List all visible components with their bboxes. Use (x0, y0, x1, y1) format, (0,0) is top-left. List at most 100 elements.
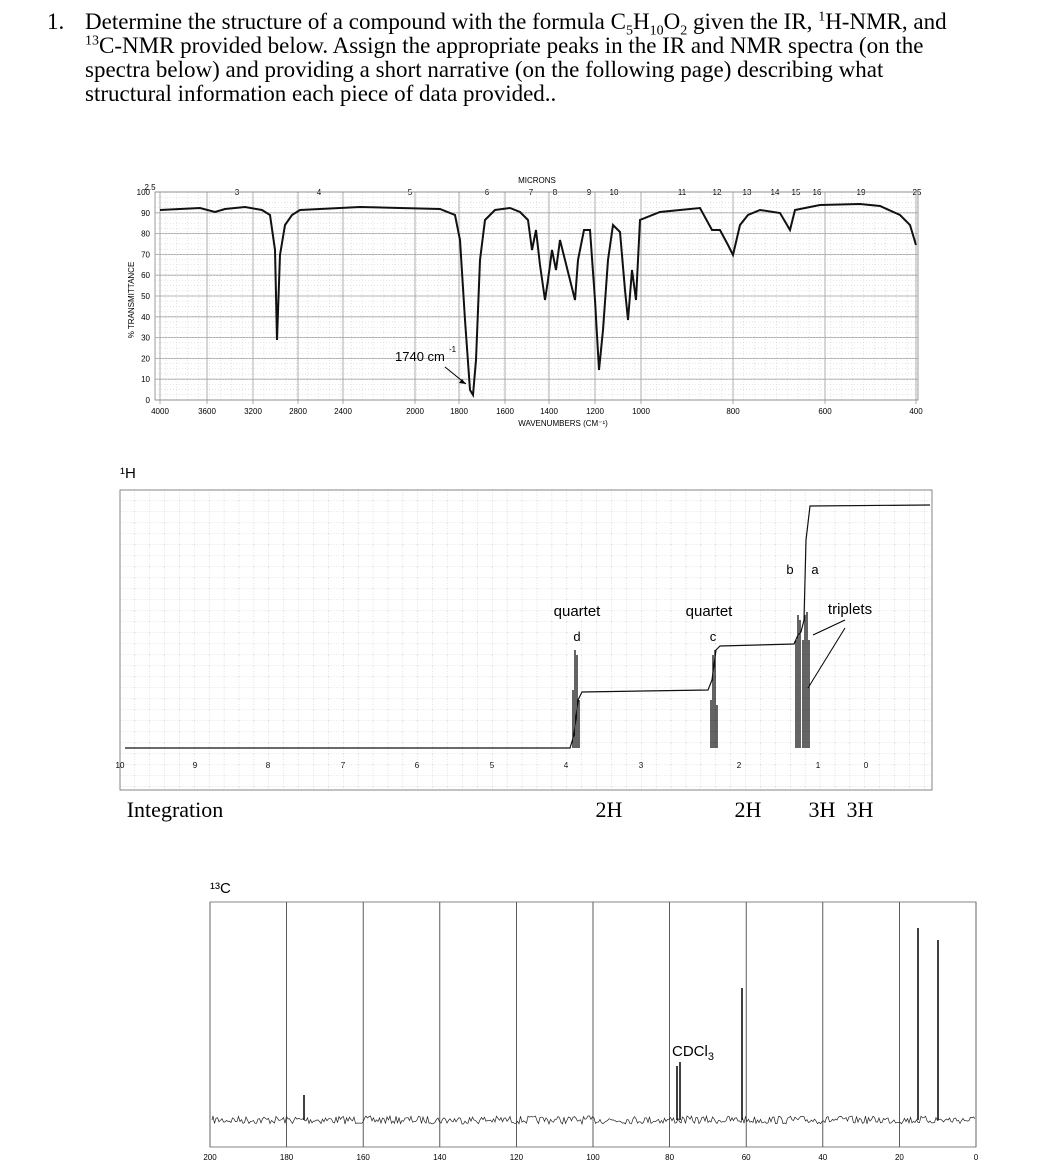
text: H-NMR, and (825, 9, 947, 34)
peak-letter: b (786, 562, 793, 577)
c-nmr-tick-label: 100 (586, 1153, 600, 1162)
ir-y-tick-label: 70 (141, 250, 150, 259)
multiplicity: quartet (554, 603, 602, 620)
solvent-label: CDCl3 (672, 1043, 714, 1063)
multiplicity: triplets (828, 601, 872, 618)
h-nmr-peaks (572, 612, 810, 748)
c-nmr-tick-label: 120 (510, 1153, 524, 1162)
ir-frame (154, 191, 919, 401)
integration-value: 2H (735, 797, 762, 822)
ir-micron-label: 10 (610, 188, 619, 197)
ir-x-tick-label: 1200 (586, 407, 604, 416)
ir-x-tick-label: 2000 (406, 407, 424, 416)
c-nmr-tick-label: 40 (818, 1153, 827, 1162)
ir-micron-label: 3 (235, 188, 240, 197)
subscript: 5 (625, 23, 633, 39)
ir-micron-label: 25 (913, 188, 922, 197)
integration-value: 3H (847, 797, 874, 822)
ir-annotation-sup: -1 (449, 345, 457, 354)
ir-title: MICRONS (518, 176, 556, 185)
c-nmr-tick-label: 140 (433, 1153, 447, 1162)
c-nmr-tick-label: 180 (280, 1153, 294, 1162)
ir-micron-label: 12 (713, 188, 722, 197)
text: C-NMR provided below. Assign the appropr… (99, 33, 924, 58)
ir-y-tick-label: 10 (141, 375, 150, 384)
ir-micron-label: 8 (553, 188, 558, 197)
integration-value: 2H (596, 797, 623, 822)
ir-micron-label: 16 (813, 188, 822, 197)
peak-letter: a (811, 562, 819, 577)
ir-x-tick-label: 2800 (289, 407, 307, 416)
text: CDCl (672, 1043, 708, 1060)
pointer-lines (807, 619, 846, 689)
c-nmr-tick-label: 80 (665, 1153, 674, 1162)
ir-micron-label: 2.5 (144, 183, 156, 192)
arrowhead (459, 379, 466, 384)
integration-label: Integration (127, 797, 224, 822)
c-nmr-tick-label: 200 (203, 1153, 217, 1162)
ir-x-tick-label: 4000 (151, 407, 169, 416)
ir-y-tick-label: 0 (146, 396, 151, 405)
ir-x-tick-label: 600 (818, 407, 832, 416)
text: O (663, 9, 681, 34)
ir-x-tick-label: 1600 (496, 407, 514, 416)
c-nmr-baseline (211, 1114, 976, 1126)
subscript: 2 (680, 23, 688, 39)
text: given the IR, (687, 9, 819, 34)
ir-y-tick-label: 90 (141, 209, 150, 218)
ir-x-tick-label: 3200 (244, 407, 262, 416)
ir-micron-label: 9 (587, 188, 592, 197)
c-nmr-label: ¹³C (210, 880, 231, 897)
c-nmr-tick-label: 160 (357, 1153, 371, 1162)
superscript: 13 (85, 33, 99, 49)
question-line: spectra below) and providing a short nar… (85, 57, 884, 82)
ir-micron-label: 15 (792, 188, 801, 197)
ir-micron-label: 11 (678, 188, 687, 197)
h-nmr-label: ¹H (120, 465, 136, 482)
ir-x-tick-label: 1400 (540, 407, 558, 416)
ir-y-tick-label: 60 (141, 271, 150, 280)
subscript: 10 (649, 23, 664, 39)
ir-micron-label: 5 (408, 188, 413, 197)
ir-micron-label: 6 (485, 188, 490, 197)
multiplicity: quartet (686, 603, 734, 620)
h-nmr-frame (119, 489, 933, 791)
text: Determine the structure of a compound wi… (85, 9, 626, 34)
ir-x-label: WAVENUMBERS (CM⁻¹) (518, 419, 608, 428)
c-nmr-tick-label: 20 (895, 1153, 904, 1162)
integration-value: 3H (809, 797, 836, 822)
question-line: structural information each piece of dat… (85, 81, 557, 106)
ir-y-label: % TRANSMITTANCE (127, 262, 136, 339)
ir-micron-label: 4 (317, 188, 322, 197)
question-line: Determine the structure of a compound wi… (85, 9, 947, 39)
ir-annotation: 1740 cm (395, 349, 445, 364)
ir-x-tick-label: 800 (726, 407, 740, 416)
c-nmr-tick-label: 0 (974, 1153, 979, 1162)
ir-x-tick-label: 2400 (334, 407, 352, 416)
question-number: 1. (47, 9, 65, 34)
c-nmr-tick-label: 60 (742, 1153, 751, 1162)
ir-y-tick-label: 30 (141, 334, 150, 343)
question-line: 13C-NMR provided below. Assign the appro… (85, 34, 923, 58)
integration-curve (125, 504, 931, 749)
c-nmr-peaks (303, 928, 939, 1120)
ir-y-tick-label: 100 (137, 188, 151, 197)
ir-trace (159, 202, 917, 399)
text: H (632, 9, 650, 34)
superscript: 1 (818, 9, 826, 25)
ir-y-tick-label: 40 (141, 313, 150, 322)
ir-micron-label: 7 (529, 188, 534, 197)
ir-x-tick-label: 1000 (632, 407, 650, 416)
c-nmr-frame (209, 901, 977, 1148)
ir-x-tick-label: 400 (909, 407, 923, 416)
ir-x-tick-label: 1800 (450, 407, 468, 416)
peak-letter: d (573, 629, 580, 644)
ir-y-tick-label: 50 (141, 292, 150, 301)
ir-micron-label: 14 (771, 188, 780, 197)
subscript: 3 (708, 1051, 714, 1063)
peak-letter: c (710, 629, 717, 644)
ir-micron-label: 13 (743, 188, 752, 197)
ir-y-tick-label: 20 (141, 354, 150, 363)
